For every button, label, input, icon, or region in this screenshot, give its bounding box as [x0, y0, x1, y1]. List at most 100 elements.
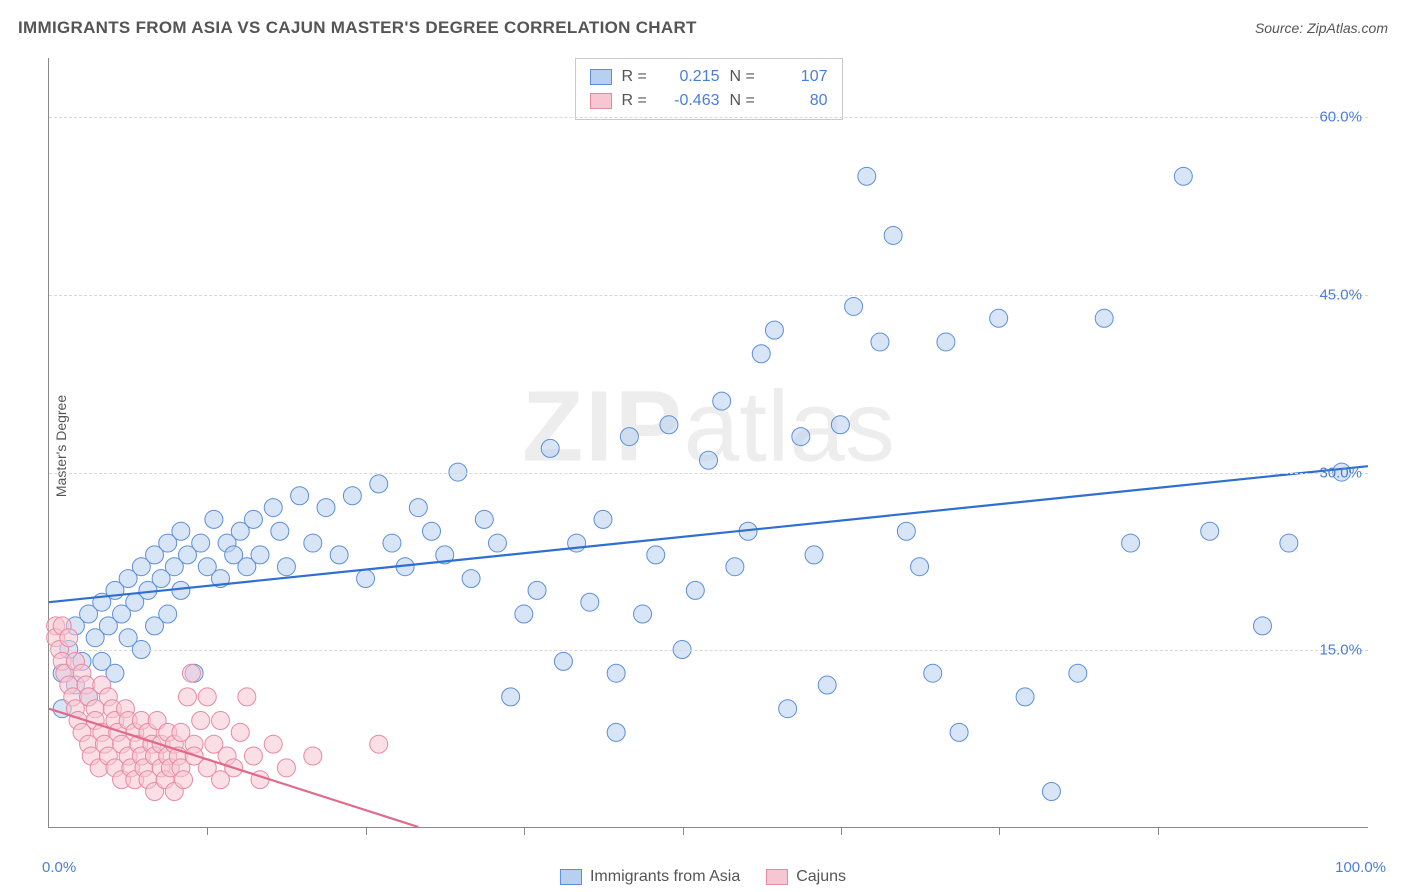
data-point: [779, 700, 797, 718]
data-point: [858, 167, 876, 185]
swatch-series-b: [590, 93, 612, 109]
data-point: [277, 558, 295, 576]
plot-svg: [49, 58, 1368, 827]
data-point: [231, 723, 249, 741]
data-point: [937, 333, 955, 351]
data-point: [871, 333, 889, 351]
data-point: [1016, 688, 1034, 706]
data-point: [634, 605, 652, 623]
bottom-legend: Immigrants from Asia Cajuns: [560, 868, 846, 886]
data-point: [924, 664, 942, 682]
data-point: [594, 510, 612, 528]
data-point: [792, 428, 810, 446]
data-point: [765, 321, 783, 339]
data-point: [244, 510, 262, 528]
data-point: [251, 546, 269, 564]
data-point: [647, 546, 665, 564]
data-point: [370, 475, 388, 493]
data-point: [271, 522, 289, 540]
data-point: [172, 522, 190, 540]
data-point: [541, 439, 559, 457]
y-tick-label: 15.0%: [1319, 642, 1362, 659]
data-point: [1253, 617, 1271, 635]
data-point: [60, 629, 78, 647]
data-point: [304, 534, 322, 552]
data-point: [192, 534, 210, 552]
data-point: [818, 676, 836, 694]
x-tick: [999, 827, 1000, 835]
swatch-series-a: [590, 69, 612, 85]
n-value-b: 80: [768, 89, 828, 113]
data-point: [182, 664, 200, 682]
data-point: [423, 522, 441, 540]
data-point: [845, 297, 863, 315]
y-tick-label: 30.0%: [1319, 464, 1362, 481]
data-point: [172, 581, 190, 599]
data-point: [198, 688, 216, 706]
x-tick: [841, 827, 842, 835]
grid-line: [49, 117, 1368, 118]
data-point: [620, 428, 638, 446]
data-point: [1095, 309, 1113, 327]
data-point: [1122, 534, 1140, 552]
data-point: [192, 712, 210, 730]
data-point: [950, 723, 968, 741]
x-tick: [1158, 827, 1159, 835]
data-point: [686, 581, 704, 599]
data-point: [911, 558, 929, 576]
data-point: [1174, 167, 1192, 185]
data-point: [660, 416, 678, 434]
x-min-label: 0.0%: [42, 859, 76, 876]
y-tick-label: 45.0%: [1319, 286, 1362, 303]
data-point: [831, 416, 849, 434]
x-max-label: 100.0%: [1335, 859, 1386, 876]
stats-row-series-b: R = -0.463 N = 80: [590, 89, 828, 113]
data-point: [370, 735, 388, 753]
data-point: [1201, 522, 1219, 540]
data-point: [317, 499, 335, 517]
data-point: [1069, 664, 1087, 682]
data-point: [884, 226, 902, 244]
data-point: [607, 664, 625, 682]
data-point: [1042, 783, 1060, 801]
data-point: [515, 605, 533, 623]
data-point: [554, 652, 572, 670]
chart-title: IMMIGRANTS FROM ASIA VS CAJUN MASTER'S D…: [18, 18, 697, 38]
data-point: [726, 558, 744, 576]
legend-swatch-a: [560, 869, 582, 885]
data-point: [277, 759, 295, 777]
data-point: [700, 451, 718, 469]
title-bar: IMMIGRANTS FROM ASIA VS CAJUN MASTER'S D…: [18, 18, 1388, 38]
data-point: [409, 499, 427, 517]
data-point: [805, 546, 823, 564]
data-point: [244, 747, 262, 765]
x-tick: [524, 827, 525, 835]
data-point: [502, 688, 520, 706]
data-point: [357, 570, 375, 588]
data-point: [211, 712, 229, 730]
data-point: [897, 522, 915, 540]
stats-legend: R = 0.215 N = 107 R = -0.463 N = 80: [575, 58, 843, 120]
data-point: [291, 487, 309, 505]
data-point: [462, 570, 480, 588]
data-point: [238, 688, 256, 706]
data-point: [159, 605, 177, 623]
data-point: [1280, 534, 1298, 552]
data-point: [330, 546, 348, 564]
r-value-a: 0.215: [660, 65, 720, 89]
x-tick: [207, 827, 208, 835]
grid-line: [49, 295, 1368, 296]
data-point: [175, 771, 193, 789]
n-value-a: 107: [768, 65, 828, 89]
data-point: [581, 593, 599, 611]
data-point: [264, 735, 282, 753]
legend-item-a: Immigrants from Asia: [560, 868, 740, 886]
data-point: [752, 345, 770, 363]
data-point: [713, 392, 731, 410]
x-tick: [366, 827, 367, 835]
legend-swatch-b: [766, 869, 788, 885]
data-point: [607, 723, 625, 741]
r-value-b: -0.463: [660, 89, 720, 113]
data-point: [528, 581, 546, 599]
data-point: [343, 487, 361, 505]
